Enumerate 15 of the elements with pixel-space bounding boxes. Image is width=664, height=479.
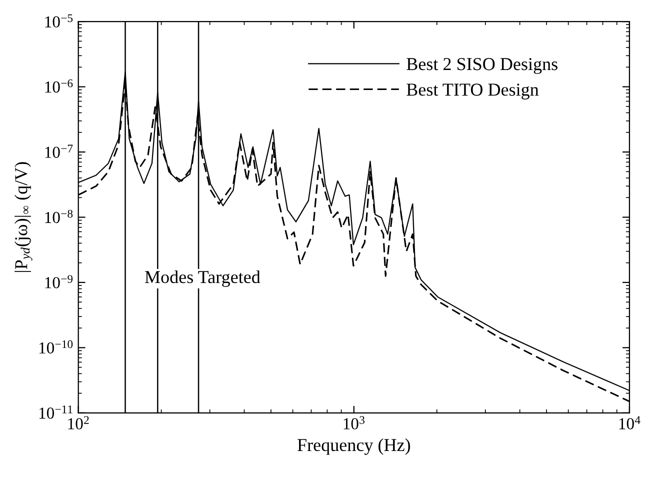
x-axis-title: Frequency (Hz) <box>298 438 410 455</box>
x-tick-label: 10$^{2}$ <box>68 416 89 430</box>
y-tick-label: 10$^{−7}$ <box>45 144 73 158</box>
y-tick-label: 10$^{−10}$ <box>39 340 73 354</box>
annotation: Modes Targeted <box>145 270 260 287</box>
y-axis-title: |P$_{yd}$(jω)|$_{∞}$ (q/V) <box>14 162 32 272</box>
x-tick-label: 10$^{4}$ <box>619 416 640 430</box>
legend-label: Best 2 SISO Designs <box>406 58 558 74</box>
y-tick-label: 10$^{−8}$ <box>45 210 73 224</box>
y-tick-label: 10$^{−6}$ <box>45 79 73 93</box>
x-tick-label: 10$^{3}$ <box>344 416 365 430</box>
y-tick-label: 10$^{−9}$ <box>45 275 73 288</box>
y-tick-label: 10$^{−11}$ <box>39 406 72 419</box>
y-tick-label: 10$^{−5}$ <box>45 14 73 28</box>
legend-label: Best TITO Design <box>406 84 539 100</box>
